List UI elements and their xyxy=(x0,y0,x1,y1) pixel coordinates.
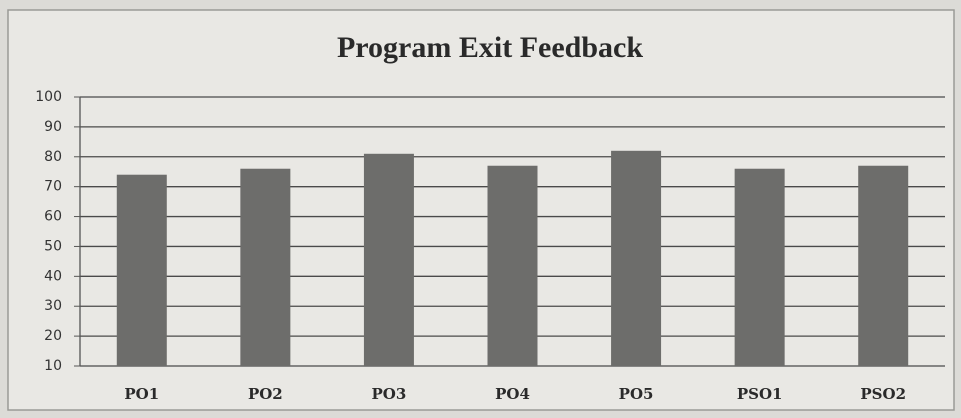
bar xyxy=(363,153,414,366)
x-tick-label: PO1 xyxy=(124,385,159,403)
y-tick-label: 10 xyxy=(44,358,62,374)
bar xyxy=(611,150,662,366)
x-tick-label: PO2 xyxy=(248,385,283,403)
bar xyxy=(116,174,167,366)
y-tick-label: 100 xyxy=(35,89,62,105)
y-tick-label: 70 xyxy=(44,179,62,195)
bar xyxy=(858,165,909,366)
y-tick-label: 90 xyxy=(44,119,62,135)
x-tick-label: PO3 xyxy=(372,385,407,403)
y-tick-label: 20 xyxy=(44,328,62,344)
bar xyxy=(487,165,538,366)
y-tick-label: 80 xyxy=(44,149,62,165)
x-tick-label: PO5 xyxy=(619,385,654,403)
bar xyxy=(240,168,291,366)
y-tick-label: 50 xyxy=(44,238,62,254)
y-tick-label: 40 xyxy=(44,268,62,284)
x-tick-label: PSO2 xyxy=(860,385,906,403)
chart-title: Program Exit Feedback xyxy=(337,31,643,64)
y-tick-label: 30 xyxy=(44,298,62,314)
bar xyxy=(734,168,785,366)
x-tick-label: PO4 xyxy=(495,385,530,403)
x-tick-label: PSO1 xyxy=(737,385,783,403)
y-tick-label: 60 xyxy=(44,209,62,225)
